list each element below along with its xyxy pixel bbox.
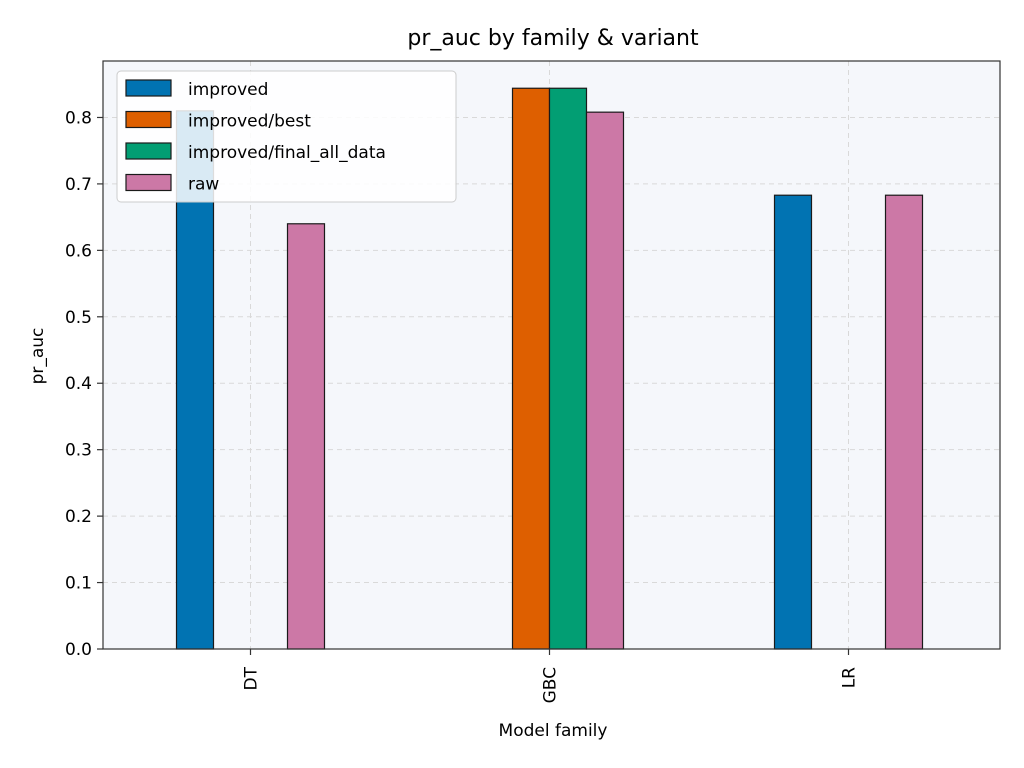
x-tick-label: DT — [242, 666, 262, 690]
y-tick-label: 0.8 — [65, 108, 92, 128]
x-axis: DT GBC LR — [242, 649, 860, 703]
bar-improved-final-all-data-gbc — [548, 87, 588, 650]
y-tick-label: 0.1 — [65, 574, 92, 594]
legend-label: raw — [188, 175, 219, 195]
legend-box — [116, 70, 457, 203]
legend-label: improved — [188, 80, 268, 100]
y-tick-label: 0.4 — [65, 374, 92, 394]
y-tick-label: 0.2 — [65, 507, 92, 527]
x-tick-label: GBC — [541, 667, 561, 703]
bar-improved-best-gbc — [511, 87, 551, 650]
legend-swatch — [125, 173, 172, 192]
plot-frame — [102, 60, 1001, 650]
x-axis-label: Model family — [499, 721, 608, 741]
y-tick-label: 0.7 — [65, 175, 92, 195]
y-axis: 0.0 0.1 0.2 0.3 0.4 0.5 0.6 0.7 0.8 — [65, 108, 103, 660]
legend: improved improved/best improved/final_all_… — [116, 70, 457, 203]
y-axis-label: pr_auc — [28, 328, 48, 385]
x-tick-label: LR — [840, 667, 860, 688]
bar-raw-gbc — [585, 111, 625, 650]
bar-raw-lr — [884, 194, 924, 650]
legend-label: improved/best — [188, 112, 311, 132]
bars — [175, 87, 924, 650]
y-tick-label: 0.3 — [65, 441, 92, 461]
y-tick-label: 0.5 — [65, 308, 92, 328]
legend-swatch — [125, 79, 172, 97]
bar-raw-dt — [286, 223, 326, 650]
legend-swatch — [125, 110, 172, 129]
legend-label: improved/final_all_data — [188, 143, 386, 163]
y-tick-label: 0.0 — [65, 640, 92, 660]
legend-swatch — [125, 142, 172, 160]
chart-title: pr_auc by family & variant — [407, 26, 699, 51]
bar-improved-lr — [773, 194, 813, 650]
y-tick-label: 0.6 — [65, 241, 92, 261]
